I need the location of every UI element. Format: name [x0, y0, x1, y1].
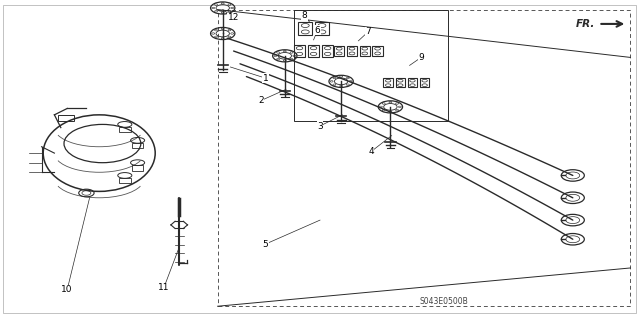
Text: 9: 9	[419, 53, 424, 62]
Text: 11: 11	[158, 283, 170, 292]
Text: 2: 2	[259, 96, 264, 105]
Text: 1: 1	[263, 74, 268, 83]
Bar	[119, 178, 131, 183]
Text: 12: 12	[228, 13, 239, 22]
Bar	[383, 78, 393, 87]
Bar	[308, 45, 319, 57]
Bar	[372, 46, 383, 56]
Text: 7: 7	[365, 27, 371, 36]
Bar	[322, 45, 333, 57]
Text: S043E0500B: S043E0500B	[419, 297, 468, 306]
Text: FR.: FR.	[576, 19, 595, 29]
Bar	[334, 46, 344, 56]
Bar	[218, 10, 630, 306]
Text: 10: 10	[61, 285, 73, 294]
Bar	[420, 78, 429, 87]
Bar	[294, 10, 448, 121]
Text: 8: 8	[302, 11, 307, 20]
Bar	[315, 22, 329, 35]
Bar	[294, 45, 305, 57]
Text: 4: 4	[369, 147, 374, 156]
Bar	[408, 78, 417, 87]
Bar	[347, 46, 357, 56]
Bar	[396, 78, 405, 87]
Text: 3: 3	[317, 122, 323, 130]
Bar	[58, 115, 74, 121]
Text: 5: 5	[263, 240, 268, 249]
Bar	[132, 143, 143, 148]
Bar	[119, 127, 131, 132]
Text: 6: 6	[315, 26, 320, 35]
Bar	[360, 46, 370, 56]
Bar	[298, 22, 312, 35]
Bar	[132, 165, 143, 171]
